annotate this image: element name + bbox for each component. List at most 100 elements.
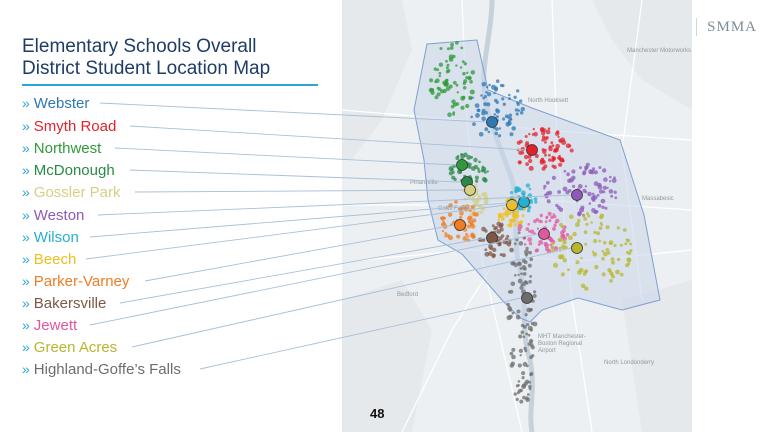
- student-dot: [577, 212, 582, 217]
- student-dot: [609, 279, 613, 283]
- legend-label: Northwest: [33, 140, 102, 157]
- student-dot: [508, 113, 513, 118]
- student-dot: [557, 135, 560, 139]
- student-dot: [611, 178, 617, 183]
- student-dot: [455, 156, 460, 161]
- student-dot: [528, 250, 532, 255]
- student-dot: [470, 204, 475, 209]
- student-dot: [590, 196, 596, 201]
- student-dot: [464, 197, 468, 201]
- student-dot: [474, 183, 478, 187]
- student-dot: [519, 285, 524, 290]
- student-dot: [599, 213, 605, 218]
- student-dot: [502, 117, 506, 121]
- student-dot: [534, 153, 539, 159]
- student-dot: [554, 221, 558, 224]
- student-dot: [459, 170, 463, 174]
- student-dot: [513, 242, 517, 246]
- student-dot: [609, 175, 612, 179]
- student-dot: [452, 80, 457, 85]
- student-dot: [532, 127, 535, 131]
- student-dot: [509, 132, 514, 137]
- student-dot: [529, 328, 533, 332]
- student-dot: [456, 234, 461, 239]
- student-dot: [447, 212, 453, 217]
- student-dot: [569, 214, 574, 219]
- student-dot: [627, 251, 632, 255]
- student-dot: [588, 169, 593, 175]
- student-dot: [548, 158, 552, 162]
- student-dot: [544, 220, 548, 224]
- student-dot: [616, 257, 621, 262]
- student-dot: [568, 189, 572, 193]
- student-dot: [525, 396, 529, 401]
- student-dot: [444, 232, 448, 236]
- student-dot: [598, 166, 602, 169]
- slide-title: Elementary Schools Overall District Stud…: [22, 36, 322, 80]
- student-dot: [529, 308, 533, 312]
- legend-item-smyth-road: » Smyth Road: [22, 117, 116, 136]
- student-dot: [548, 219, 552, 223]
- student-dot: [510, 361, 515, 366]
- student-dot: [507, 119, 511, 123]
- student-dot: [494, 131, 498, 136]
- student-dot: [523, 154, 529, 160]
- student-dot: [481, 111, 486, 116]
- student-dot: [531, 133, 535, 136]
- legend-item-jewett: » Jewett: [22, 316, 77, 335]
- student-dot: [514, 108, 519, 112]
- student-dot: [462, 71, 466, 76]
- student-dot: [523, 260, 528, 265]
- student-dot: [513, 223, 517, 226]
- student-dot: [520, 190, 526, 196]
- student-dot: [586, 212, 589, 216]
- student-dot: [598, 189, 604, 194]
- student-dot: [509, 118, 513, 121]
- student-dot: [438, 71, 442, 75]
- student-dot: [566, 172, 570, 177]
- school-marker-highland-goffe-s-falls: [521, 292, 533, 304]
- student-dot: [484, 171, 487, 174]
- legend-label: Weston: [33, 207, 85, 224]
- student-dot: [552, 226, 556, 231]
- student-dot: [601, 205, 605, 209]
- student-dot: [516, 89, 520, 93]
- student-dot: [624, 242, 628, 246]
- legend-item-weston: » Weston: [22, 206, 84, 225]
- legend-item-beech: » Beech: [22, 250, 76, 269]
- student-dot: [593, 170, 598, 175]
- student-dot: [527, 193, 533, 199]
- student-dot: [561, 159, 565, 163]
- student-dot: [580, 283, 586, 289]
- student-dot: [517, 380, 521, 383]
- student-dot: [446, 47, 450, 51]
- student-dot: [600, 198, 606, 204]
- student-dot: [449, 46, 454, 50]
- student-dot: [536, 227, 540, 230]
- student-dot: [495, 108, 499, 112]
- student-dot: [471, 96, 474, 100]
- student-dot: [429, 78, 434, 83]
- title-underline: [22, 84, 318, 86]
- student-dot: [553, 147, 559, 153]
- student-dot: [546, 180, 550, 185]
- student-dot: [605, 225, 610, 230]
- student-dot: [547, 127, 551, 130]
- student-dot: [484, 248, 488, 252]
- student-dot: [601, 249, 604, 253]
- student-dot: [544, 140, 547, 144]
- student-dot: [455, 40, 459, 45]
- student-dot: [525, 332, 529, 336]
- student-dot: [480, 94, 483, 97]
- student-dot: [583, 230, 588, 235]
- label-north-hooksett: North Hooksett: [528, 98, 569, 104]
- legend-label: Green Acres: [33, 339, 118, 356]
- school-marker-smyth-road: [526, 144, 538, 156]
- student-dot: [629, 242, 632, 246]
- student-dot: [523, 346, 527, 351]
- legend-item-green-acres: » Green Acres: [22, 338, 117, 357]
- student-dot: [539, 213, 543, 218]
- student-dot: [547, 190, 553, 195]
- student-dot: [524, 253, 529, 257]
- student-dot: [551, 164, 555, 168]
